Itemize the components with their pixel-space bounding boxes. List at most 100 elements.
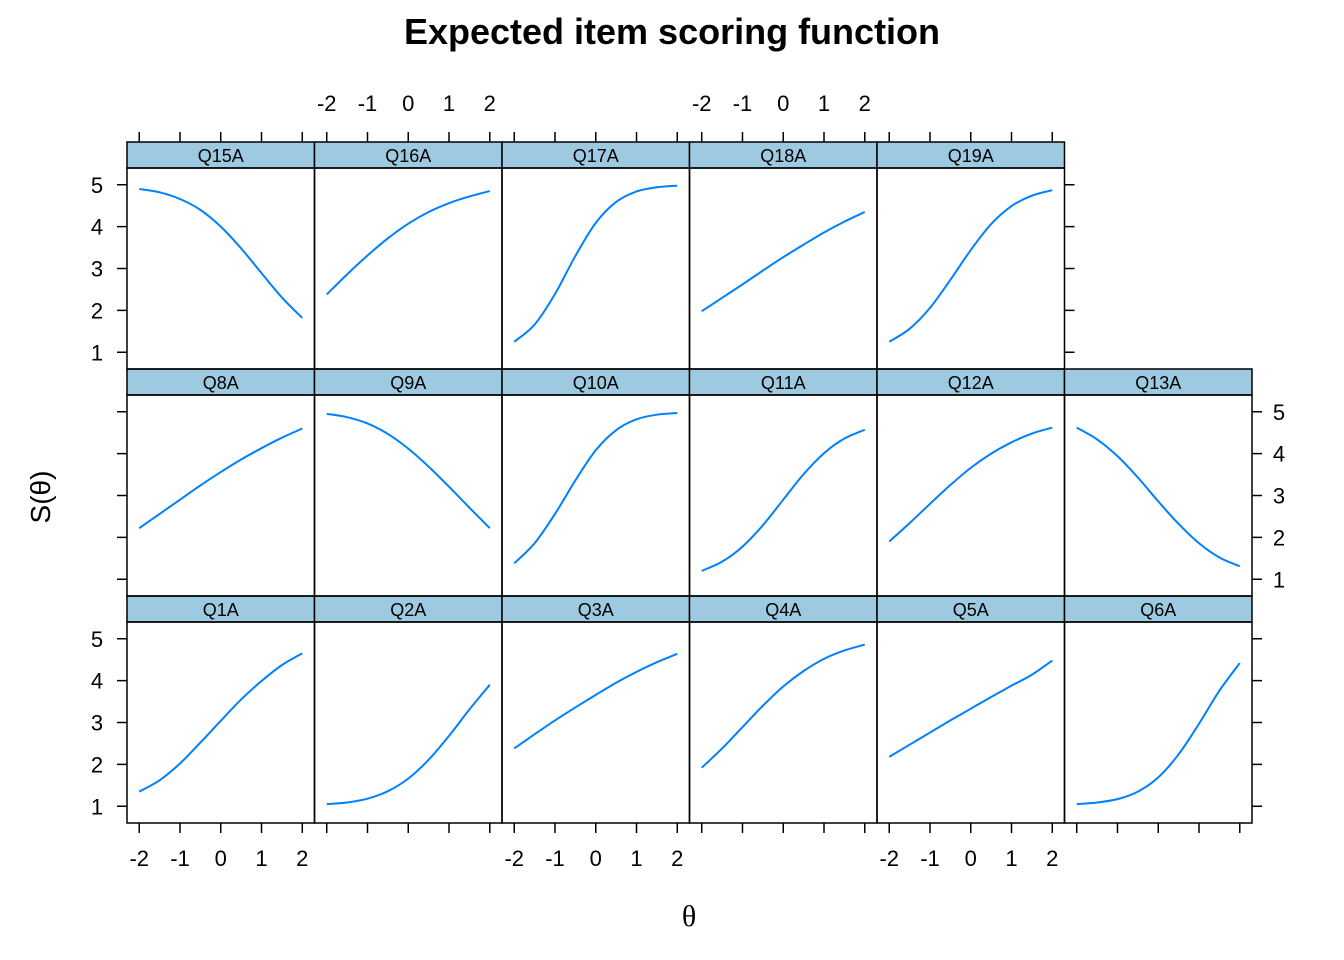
x-tick-label-top-1-0: -2: [317, 91, 337, 116]
x-tick-label-top-1-4: 2: [484, 91, 496, 116]
strip-label-q3a: Q3A: [578, 600, 614, 620]
plot-frame-q17a: [501, 167, 691, 370]
series-line-q10a: [513, 412, 678, 565]
plot-frame-q16a: [313, 167, 503, 370]
plot-frame-q8a: [126, 394, 316, 597]
panel-q3a: Q3A: [501, 595, 691, 824]
strip-q19a: [876, 141, 1066, 169]
x-axis-title: θ: [682, 900, 696, 933]
strip-label-q12a: Q12A: [948, 373, 994, 393]
y-tick-label-left-2-4: 5: [91, 627, 103, 652]
x-tick-label-bottom-4-3: 1: [1005, 846, 1017, 871]
y-tick-label-left-2-1: 2: [91, 752, 103, 777]
plot-frame-q9a: [313, 394, 503, 597]
y-tick-label-left-0-3: 4: [91, 215, 103, 240]
axes-group: -2 -1 0 1 2 -2 -1 0 1 2 -2 -1 0 1 2 -2 -1 0 1 2 -2 -1 0 1 2 1 2 3 4 5…: [91, 91, 1285, 871]
series-line-q16a: [326, 190, 491, 296]
x-tick-label-bottom-2-3: 1: [630, 846, 642, 871]
x-tick-label-bottom-2-1: -1: [545, 846, 565, 871]
strip-label-q1a: Q1A: [203, 600, 239, 620]
y-axis-title: S(θ): [25, 471, 56, 524]
y-tick-label-right-1-1: 2: [1273, 525, 1285, 550]
strip-label-q2a: Q2A: [390, 600, 426, 620]
strip-q2a: [313, 595, 503, 623]
plot-frame-q11a: [688, 394, 878, 597]
panel-q1a: Q1A: [126, 595, 316, 824]
x-tick-label-top-1-3: 1: [443, 91, 455, 116]
plot-frame-q1a: [126, 621, 316, 824]
strip-q13a: [1063, 368, 1253, 396]
strip-label-q11a: Q11A: [761, 373, 806, 393]
plot-frame-q10a: [501, 394, 691, 597]
x-tick-label-bottom-0-2: 0: [215, 846, 227, 871]
strip-label-q6a: Q6A: [1140, 600, 1176, 620]
panel-q4a: Q4A: [688, 595, 878, 824]
y-tick-label-right-1-0: 1: [1273, 567, 1285, 592]
x-tick-label-top-1-2: 0: [402, 91, 414, 116]
x-tick-label-bottom-0-4: 2: [296, 846, 308, 871]
panel-q10a: Q10A: [501, 368, 691, 597]
plot-frame-q6a: [1063, 621, 1253, 824]
strip-label-q13a: Q13A: [1135, 373, 1181, 393]
panel-q6a: Q6A: [1063, 595, 1253, 824]
strip-q6a: [1063, 595, 1253, 623]
panel-q16a: Q16A: [313, 141, 503, 370]
panel-q2a: Q2A: [313, 595, 503, 824]
strip-label-q5a: Q5A: [953, 600, 989, 620]
series-line-q5a: [888, 659, 1053, 758]
plot-frame-q5a: [876, 621, 1066, 824]
series-line-q9a: [326, 412, 491, 529]
x-tick-label-top-3-0: -2: [692, 91, 712, 116]
panel-q13a: Q13A: [1063, 368, 1253, 597]
panel-q11a: Q11A: [688, 368, 878, 597]
y-tick-label-left-2-0: 1: [91, 794, 103, 819]
x-tick-label-bottom-2-0: -2: [504, 846, 524, 871]
y-tick-label-left-0-2: 3: [91, 257, 103, 282]
x-tick-label-bottom-2-4: 2: [671, 846, 683, 871]
series-line-q4a: [701, 643, 866, 769]
series-line-q11a: [701, 428, 866, 572]
series-line-q1a: [138, 652, 303, 793]
plot-frame-q15a: [126, 167, 316, 370]
plot-frame-q18a: [688, 167, 878, 370]
strip-q11a: [688, 368, 878, 396]
x-tick-label-top-3-1: -1: [733, 91, 753, 116]
plot-frame-q12a: [876, 394, 1066, 597]
x-tick-label-bottom-2-2: 0: [590, 846, 602, 871]
plot-frame-q3a: [501, 621, 691, 824]
panel-q8a: Q8A: [126, 368, 316, 597]
y-tick-label-left-0-1: 2: [91, 298, 103, 323]
series-line-q2a: [326, 684, 491, 806]
plot-frame-q4a: [688, 621, 878, 824]
plot-frame-q19a: [876, 167, 1066, 370]
strip-label-q18a: Q18A: [760, 146, 806, 166]
x-tick-label-bottom-4-4: 2: [1046, 846, 1058, 871]
y-tick-label-left-0-4: 5: [91, 173, 103, 198]
panel-q19a: Q19A: [876, 141, 1066, 370]
strip-label-q15a: Q15A: [198, 146, 244, 166]
strip-label-q8a: Q8A: [203, 373, 239, 393]
y-tick-label-left-0-0: 1: [91, 340, 103, 365]
y-tick-label-right-1-3: 4: [1273, 442, 1285, 467]
panel-q17a: Q17A: [501, 141, 691, 370]
x-tick-label-bottom-0-3: 1: [255, 846, 267, 871]
panel-q15a: Q15A: [126, 141, 316, 370]
x-tick-label-top-1-1: -1: [358, 91, 378, 116]
x-tick-label-bottom-0-0: -2: [129, 846, 149, 871]
x-tick-label-bottom-0-1: -1: [170, 846, 190, 871]
strip-label-q4a: Q4A: [765, 600, 801, 620]
series-line-q18a: [701, 211, 866, 313]
strip-label-q19a: Q19A: [948, 146, 994, 166]
panel-q9a: Q9A: [313, 368, 503, 597]
strip-q9a: [313, 368, 503, 396]
plot-frame-q13a: [1063, 394, 1253, 597]
series-line-q12a: [888, 426, 1053, 543]
chart-title: Expected item scoring function: [404, 11, 940, 52]
panel-q12a: Q12A: [876, 368, 1066, 597]
x-tick-label-bottom-4-1: -1: [920, 846, 940, 871]
series-line-q15a: [139, 187, 303, 319]
y-tick-label-left-2-2: 3: [91, 711, 103, 736]
panel-q18a: Q18A: [688, 141, 878, 370]
strip-label-q16a: Q16A: [385, 146, 431, 166]
